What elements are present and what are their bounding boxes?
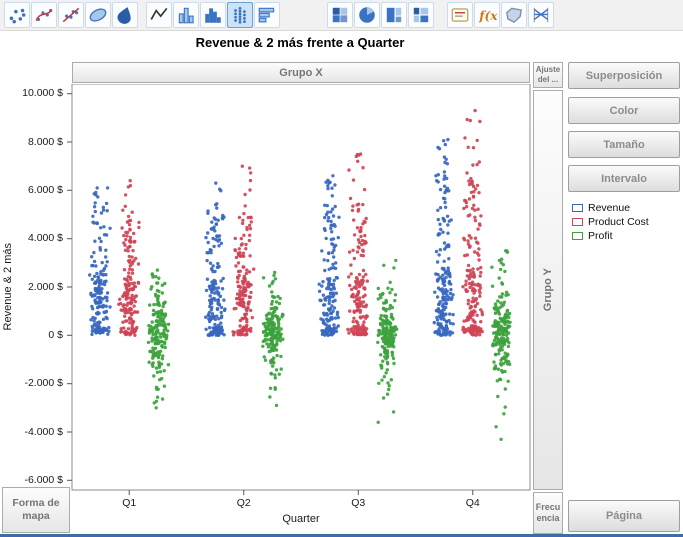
drop-zone-color-label: Color	[609, 104, 639, 117]
drop-zone-group-x-label: Grupo X	[279, 66, 323, 79]
toolbar-icon-contour[interactable]	[112, 2, 138, 28]
y-tick-label: 0 $	[48, 328, 63, 341]
y-tick-label: -4.000 $	[24, 425, 63, 438]
chart-title[interactable]: Revenue & 2 más frente a Quarter	[195, 35, 405, 50]
drop-zone-page[interactable]: Página	[568, 500, 680, 532]
drop-zone-size[interactable]: Tamaño	[568, 131, 680, 158]
drop-zone-interval-label: Intervalo	[601, 172, 647, 185]
x-tick-label: Q1	[122, 497, 137, 509]
toolbar-icon-pareto[interactable]	[254, 2, 280, 28]
toolbar-icon-mosaic[interactable]	[408, 2, 434, 28]
toolbar-icon-treemap[interactable]	[381, 2, 407, 28]
toolbar-icon-heatmap[interactable]	[327, 2, 353, 28]
drop-zone-frequency[interactable]: Frecuencia	[533, 492, 563, 534]
drop-zone-interval[interactable]: Intervalo	[568, 165, 680, 192]
y-tick-label: -6.000 $	[24, 473, 63, 486]
y-tick-label: 4.000 $	[27, 232, 63, 245]
y-tick-label: 10.000 $	[22, 87, 63, 100]
drop-zone-group-y-label: Grupo Y	[542, 268, 554, 312]
drop-zone-color[interactable]: Color	[568, 97, 680, 124]
series-points-revenue	[88, 137, 455, 337]
x-tick-label: Q2	[236, 497, 251, 509]
toolbar: f(x)	[0, 0, 683, 31]
drop-zone-wrap[interactable]: Ajuste del ...	[533, 62, 563, 88]
toolbar-icon-ellipse[interactable]	[85, 2, 111, 28]
drop-zone-group-x[interactable]: Grupo X	[72, 62, 530, 83]
drop-zone-overlay-label: Superposición	[585, 69, 663, 82]
legend-marker-icon	[572, 204, 583, 212]
y-tick-label: 8.000 $	[27, 135, 63, 148]
y-tick-label: 2.000 $	[27, 280, 63, 293]
legend-item-profit[interactable]: Profit	[572, 229, 649, 243]
drop-zone-map-shape-label: Forma de mapa	[12, 496, 60, 522]
drop-zone-wrap-label: Ajuste del ...	[535, 65, 561, 84]
legend: Revenue Product Cost Profit	[572, 201, 649, 243]
legend-marker-icon	[572, 232, 583, 240]
toolbar-icon-formula[interactable]: f(x)	[474, 2, 500, 28]
svg-text:f(x): f(x)	[478, 9, 497, 23]
toolbar-icon-line[interactable]	[146, 2, 172, 28]
drop-zone-overlay[interactable]: Superposición	[568, 62, 680, 89]
toolbar-icon-points[interactable]	[4, 2, 30, 28]
drop-zone-frequency-label: Frecuencia	[535, 502, 561, 523]
x-axis-label[interactable]: Quarter	[282, 513, 320, 525]
graph-builder-canvas: Revenue & 2 más frente a Quarter Grupo X…	[0, 31, 683, 534]
toolbar-icon-caption-box[interactable]	[447, 2, 473, 28]
drop-zone-map-shape[interactable]: Forma de mapa	[2, 487, 70, 533]
toolbar-icon-line-of-fit[interactable]	[58, 2, 84, 28]
x-tick-label: Q4	[465, 497, 480, 509]
legend-item-product-cost[interactable]: Product Cost	[572, 215, 649, 229]
series-points-profit	[146, 249, 512, 441]
legend-item-revenue[interactable]: Revenue	[572, 201, 649, 215]
toolbar-icon-strip-points[interactable]	[227, 2, 253, 28]
window-bottom-edge	[0, 534, 683, 537]
drop-zone-page-label: Página	[605, 510, 643, 522]
toolbar-icon-bar[interactable]	[173, 2, 199, 28]
legend-label: Revenue	[588, 202, 631, 214]
legend-label: Product Cost	[588, 216, 649, 228]
toolbar-icon-parallel-plot[interactable]	[528, 2, 554, 28]
drop-zone-size-label: Tamaño	[603, 138, 645, 151]
x-tick-label: Q3	[351, 497, 366, 509]
toolbar-icon-smoother[interactable]	[31, 2, 57, 28]
toolbar-icon-map-shapes[interactable]	[501, 2, 527, 28]
y-tick-label: -2.000 $	[24, 377, 63, 390]
plot-area[interactable]	[66, 84, 536, 496]
legend-label: Profit	[588, 230, 613, 242]
legend-marker-icon	[572, 218, 583, 226]
drop-zone-group-y[interactable]: Grupo Y	[533, 90, 563, 490]
series-points-product-cost	[117, 108, 485, 337]
y-tick-label: 6.000 $	[27, 183, 63, 196]
toolbar-icon-pie[interactable]	[354, 2, 380, 28]
toolbar-icon-histogram[interactable]	[200, 2, 226, 28]
